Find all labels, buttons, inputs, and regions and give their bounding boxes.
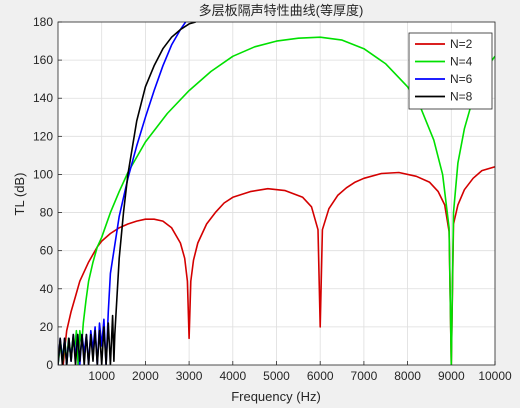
- y-tick-label: 100: [33, 167, 53, 181]
- y-tick-label: 120: [33, 129, 53, 143]
- x-tick-label: 10000: [478, 369, 512, 383]
- series-line-n-8: [58, 22, 196, 365]
- x-axis-label: Frequency (Hz): [231, 389, 321, 404]
- x-tick-label: 1000: [88, 369, 115, 383]
- y-tick-label: 80: [40, 206, 54, 220]
- x-tick-label: 7000: [351, 369, 378, 383]
- x-tick-label: 6000: [307, 369, 334, 383]
- y-tick-label: 180: [33, 15, 53, 29]
- x-axis-ticks: 1000 2000 3000 4000 5000 6000 7000 8000 9000 1000…: [88, 361, 512, 383]
- y-axis-label: TL (dB): [12, 173, 27, 216]
- x-tick-label: 2000: [132, 369, 159, 383]
- x-tick-label: 3000: [176, 369, 203, 383]
- legend: N=2 N=4 N=6 N=8: [408, 32, 493, 110]
- y-tick-label: 0: [46, 358, 53, 372]
- chart-title: 多层板隔声特性曲线(等厚度): [199, 3, 364, 18]
- series-line-n-2: [62, 166, 495, 365]
- x-tick-label: 8000: [394, 369, 421, 383]
- y-tick-label: 60: [40, 244, 54, 258]
- plot-frame: [57, 21, 496, 366]
- series-lines: [58, 22, 495, 365]
- legend-label: N=2: [450, 37, 473, 51]
- legend-label: N=8: [450, 90, 473, 104]
- y-tick-label: 140: [33, 91, 53, 105]
- x-tick-label: 5000: [263, 369, 290, 383]
- y-tick-label: 20: [40, 320, 54, 334]
- x-tick-label: 4000: [219, 369, 246, 383]
- legend-label: N=4: [450, 55, 473, 69]
- y-tick-label: 160: [33, 53, 53, 67]
- y-tick-label: 40: [40, 282, 54, 296]
- legend-label: N=6: [450, 72, 473, 86]
- y-axis-ticks: 0 20 40 60 80 100 120 140 160 180: [33, 15, 62, 372]
- x-tick-label: 9000: [438, 369, 465, 383]
- grid: [58, 21, 496, 366]
